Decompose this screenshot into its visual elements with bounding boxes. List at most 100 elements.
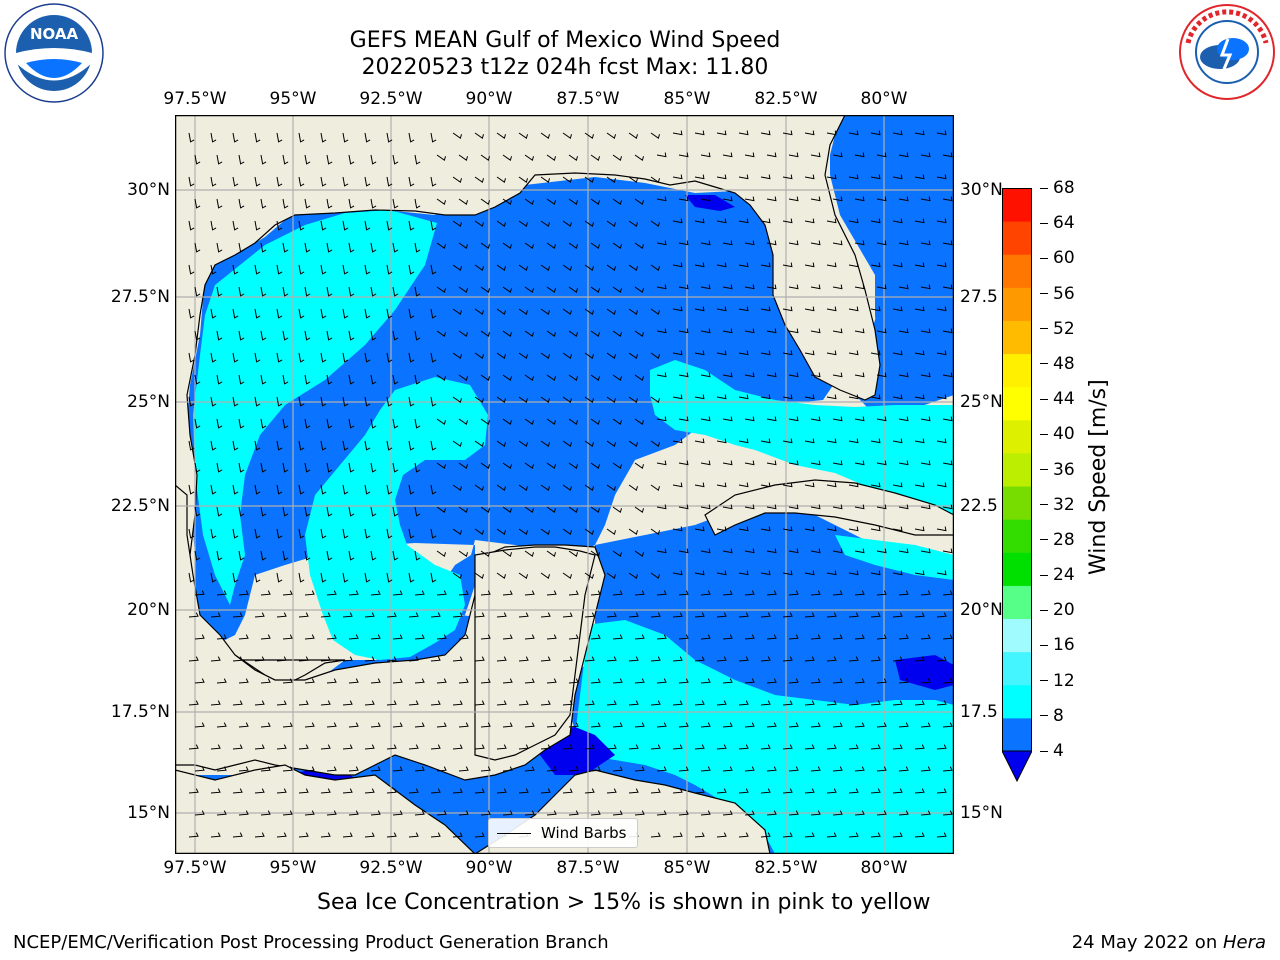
wind-barb <box>700 722 711 728</box>
wind-barb <box>804 306 815 312</box>
wind-barb <box>282 154 289 165</box>
wind-barb <box>854 634 865 640</box>
wind-barb <box>386 220 393 231</box>
wind-barb <box>496 484 506 492</box>
wind-barb <box>678 372 689 378</box>
lat-label-left: 17.5°N <box>110 702 170 722</box>
footer-date: 24 May 2022 on Hera <box>1072 932 1266 953</box>
wind-barb <box>348 550 355 561</box>
wind-barb <box>788 152 799 158</box>
wind-barb <box>760 306 771 312</box>
wind-barb <box>518 528 528 536</box>
colorbar <box>1002 188 1032 782</box>
wind-barb <box>210 612 221 618</box>
wind-barb <box>584 220 594 228</box>
lat-label-left: 20°N <box>127 600 170 620</box>
wind-barb <box>304 242 311 253</box>
wind-barb <box>414 506 421 517</box>
wind-barb <box>760 832 771 838</box>
wind-barb <box>458 634 469 640</box>
wind-barb <box>584 440 594 448</box>
wind-barb <box>480 722 491 728</box>
wind-barb <box>562 396 572 404</box>
lat-label-left: 25°N <box>127 392 170 412</box>
wind-barb <box>276 220 283 231</box>
wind-barb <box>892 438 903 444</box>
wind-barb <box>914 350 925 356</box>
wind-barb <box>430 656 441 662</box>
wind-barb <box>606 440 616 448</box>
wind-barb <box>496 440 506 448</box>
wind-barb <box>832 548 843 554</box>
wind-barb <box>282 550 289 561</box>
wind-barb <box>436 722 447 728</box>
wind-barb <box>716 700 727 706</box>
wind-barb <box>920 590 931 596</box>
wind-barb <box>936 526 947 532</box>
wind-barb <box>760 744 771 750</box>
wind-barb <box>870 788 881 794</box>
wind-barb <box>496 572 506 580</box>
wind-barb <box>722 590 733 596</box>
wind-barb <box>194 198 201 209</box>
wind-barb <box>502 198 512 206</box>
wind-barb <box>216 330 223 341</box>
wind-barb <box>408 656 419 662</box>
wind-barb <box>436 198 446 206</box>
wind-barb <box>304 506 311 517</box>
wind-barb <box>216 286 223 297</box>
wind-barb <box>348 242 355 253</box>
wind-barb <box>298 440 305 451</box>
sea-ice-note: Sea Ice Concentration > 15% is shown in … <box>317 890 931 915</box>
colorbar-segment <box>1002 684 1032 719</box>
wind-barb <box>936 262 947 268</box>
wind-barb <box>942 810 953 816</box>
colorbar-tick-value: 8 <box>1053 705 1064 726</box>
wind-barb <box>562 264 572 272</box>
wind-barb <box>584 700 595 706</box>
wind-barb <box>722 548 733 554</box>
wind-barb <box>892 612 903 618</box>
wind-barb <box>590 722 601 728</box>
wind-barb <box>892 656 903 662</box>
wind-barb <box>326 374 333 385</box>
wind-barb <box>518 656 529 662</box>
wind-barb <box>892 832 903 838</box>
wind-barb <box>656 460 667 466</box>
wind-barb <box>936 350 947 356</box>
wind-barb <box>458 590 469 596</box>
wind-barb <box>876 240 887 246</box>
wind-barb <box>496 656 507 662</box>
wind-barb <box>612 722 623 728</box>
wind-barb <box>370 242 377 253</box>
wind-barb <box>436 418 446 426</box>
wind-barb <box>546 722 557 728</box>
wind-barb <box>766 240 777 246</box>
colorbar-tick-mark <box>1040 328 1048 330</box>
wind-barb <box>672 218 683 224</box>
colorbar-tick-mark <box>1040 398 1048 400</box>
wind-barb <box>364 220 371 231</box>
wind-barb <box>634 722 645 728</box>
wind-barb <box>496 176 506 184</box>
wind-barb <box>694 788 705 794</box>
wind-speed-map[interactable] <box>175 115 954 854</box>
colorbar-tick-label: 16 <box>1040 635 1075 655</box>
wind-barb <box>188 700 199 706</box>
wind-barb <box>584 612 595 618</box>
wind-barb <box>672 438 683 444</box>
colorbar-segment <box>1002 452 1032 487</box>
wind-barb <box>694 174 705 180</box>
wind-barb <box>276 528 283 539</box>
wind-barb <box>936 130 947 136</box>
wind-barb <box>232 612 243 618</box>
wind-barb <box>188 220 195 231</box>
legend-line-icon <box>497 832 531 834</box>
wind-barb <box>320 308 327 319</box>
wind-barb <box>414 462 421 473</box>
wind-barb <box>766 416 777 422</box>
wind-barb <box>496 352 506 360</box>
wind-barb <box>562 528 572 536</box>
wind-8-12-region-central <box>305 377 488 660</box>
wind-barb <box>656 240 667 246</box>
